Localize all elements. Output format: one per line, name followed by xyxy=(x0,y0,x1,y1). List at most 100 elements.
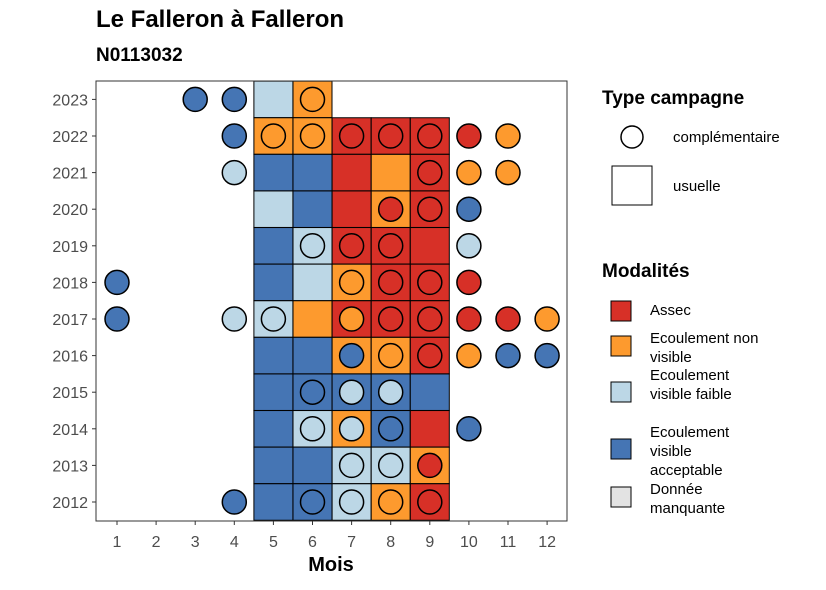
point-2017-5 xyxy=(260,306,287,332)
point-2017-10 xyxy=(456,306,482,332)
tile-2012-5 xyxy=(253,483,294,521)
point-2015-6 xyxy=(299,379,326,405)
x-axis-title-text: Mois xyxy=(308,554,354,576)
tile-2016-6 xyxy=(292,336,333,375)
point-2022-4 xyxy=(221,123,248,149)
point-2015-8 xyxy=(377,379,404,405)
x-tick-label: 1 xyxy=(113,534,122,551)
point-2019-10 xyxy=(456,233,482,259)
point-2023-3 xyxy=(182,86,208,113)
point-2017-1 xyxy=(104,306,130,332)
point-2016-8 xyxy=(377,342,404,369)
point-2022-6 xyxy=(299,123,326,149)
tile-2015-9 xyxy=(409,373,450,411)
point-2023-4 xyxy=(221,86,248,113)
point-2023-6 xyxy=(299,86,326,113)
y-tick-label: 2014 xyxy=(52,422,88,439)
point-2014-7 xyxy=(338,416,365,442)
point-2017-7 xyxy=(338,306,365,332)
y-tick-label: 2023 xyxy=(52,92,88,109)
point-2021-4 xyxy=(221,159,248,186)
tile-2015-5 xyxy=(253,373,294,411)
y-tick-label: 2015 xyxy=(52,385,88,402)
legend-label-complementaire: complémentaire xyxy=(673,129,780,146)
legend-key-nonvis xyxy=(610,335,632,357)
y-tick-label: 2019 xyxy=(52,239,88,256)
x-tick-label: 6 xyxy=(308,534,317,551)
legend-label-faible: Ecoulement visible faible xyxy=(650,367,732,403)
chart-subtitle: N0113032 xyxy=(96,45,183,66)
legend-key-usuelle xyxy=(611,165,653,206)
legend-key-assec xyxy=(610,300,632,322)
x-tick-label: 10 xyxy=(460,534,478,551)
point-2016-12 xyxy=(534,342,560,369)
x-axis: 1 2 3 4 5 6 7 8 9 10 11 12 xyxy=(113,521,556,551)
y-tick-label: 2016 xyxy=(52,349,88,366)
tile-2021-6 xyxy=(292,153,333,192)
point-2018-9 xyxy=(417,269,443,296)
tile-2016-5 xyxy=(253,336,294,375)
point-2017-9 xyxy=(417,306,443,332)
x-tick-label: 4 xyxy=(230,534,239,551)
point-2019-8 xyxy=(377,233,404,259)
tile-2013-5 xyxy=(253,446,294,485)
point-2022-11 xyxy=(495,123,521,149)
x-tick-label: 12 xyxy=(538,534,556,551)
tile-2013-6 xyxy=(292,446,333,485)
legend-key-complementaire xyxy=(620,125,644,149)
tile-2020-7 xyxy=(331,190,372,228)
x-tick-label: 9 xyxy=(425,534,434,551)
point-2012-6 xyxy=(299,489,326,515)
tile-2018-5 xyxy=(253,263,294,302)
y-tick-label: 2013 xyxy=(52,458,88,475)
point-2013-9 xyxy=(417,452,443,479)
point-2012-7 xyxy=(338,489,365,515)
legend-keys xyxy=(610,125,653,508)
point-2014-6 xyxy=(299,416,326,442)
point-2012-4 xyxy=(221,489,248,515)
legend-key-accept xyxy=(610,438,632,460)
point-2012-8 xyxy=(377,489,404,515)
point-2021-11 xyxy=(495,159,521,186)
tile-2019-9 xyxy=(409,227,450,265)
point-2018-7 xyxy=(338,269,365,296)
point-2022-9 xyxy=(417,123,443,149)
point-2014-8 xyxy=(377,416,404,442)
point-2012-9 xyxy=(417,489,443,515)
tile-2014-9 xyxy=(409,410,450,448)
legend-label-accept: Ecoulement visible acceptable xyxy=(650,424,730,479)
point-2013-8 xyxy=(377,452,404,479)
point-2016-11 xyxy=(495,342,521,369)
x-tick-label: 3 xyxy=(191,534,200,551)
legend-label-usuelle: usuelle xyxy=(673,178,721,195)
legend-title-type-campagne: Type campagne xyxy=(602,88,745,109)
point-2018-10 xyxy=(456,269,482,296)
y-tick-label: 2017 xyxy=(52,312,88,329)
point-2019-6 xyxy=(299,233,326,259)
y-tick-label: 2020 xyxy=(52,202,88,219)
point-2021-9 xyxy=(417,159,443,186)
x-tick-label: 8 xyxy=(386,534,395,551)
x-tick-label: 11 xyxy=(500,534,517,551)
tile-2017-6 xyxy=(292,300,333,338)
tile-2014-5 xyxy=(253,410,294,448)
point-2022-10 xyxy=(456,123,482,149)
point-2019-7 xyxy=(338,233,365,259)
point-2016-9 xyxy=(417,342,443,369)
point-2020-10 xyxy=(456,196,482,222)
legend-title-modalites: Modalités xyxy=(602,261,690,282)
y-tick-label: 2021 xyxy=(52,166,88,183)
point-2018-1 xyxy=(104,269,130,296)
legend-label-assec: Assec xyxy=(650,302,691,319)
tile-2021-8 xyxy=(370,153,411,192)
point-2017-11 xyxy=(495,306,521,332)
point-2020-8 xyxy=(377,196,404,222)
x-tick-label: 5 xyxy=(269,534,278,551)
legend-label-manquante: Donnée manquante xyxy=(650,481,726,517)
tile-2018-6 xyxy=(292,263,333,302)
point-2021-10 xyxy=(456,159,482,186)
x-tick-label: 7 xyxy=(347,534,356,551)
point-2022-8 xyxy=(377,123,404,149)
point-2015-7 xyxy=(338,379,365,405)
